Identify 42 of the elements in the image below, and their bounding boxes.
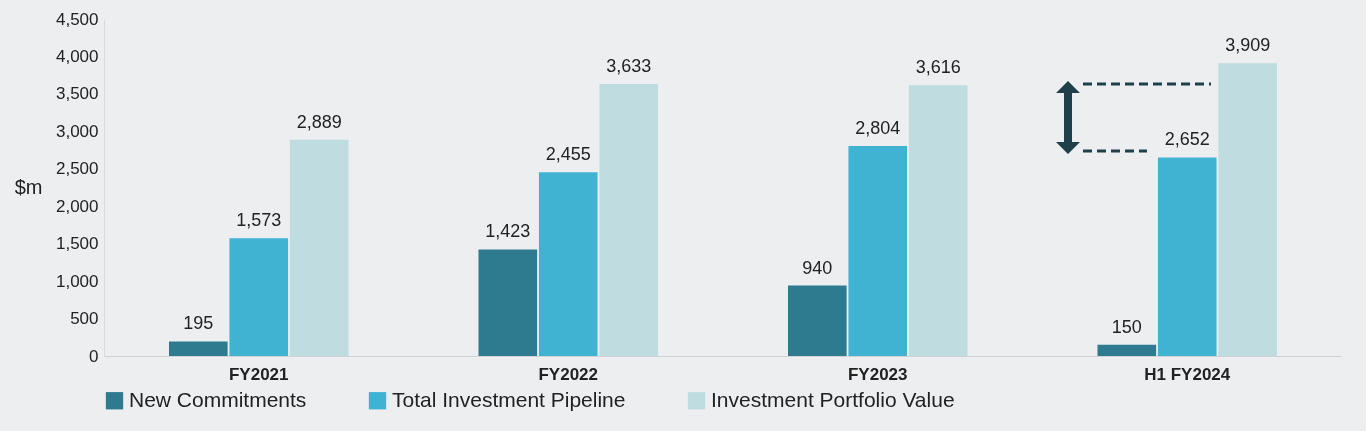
data-label: 1,573 <box>236 210 282 231</box>
bar <box>169 341 228 356</box>
y-tick-label: 1,000 <box>55 271 99 291</box>
data-label: 150 <box>1111 316 1142 337</box>
x-tick-label: FY2023 <box>847 364 908 384</box>
data-label: 2,652 <box>1164 129 1210 150</box>
bar <box>599 83 659 356</box>
bar <box>1157 157 1217 356</box>
legend-label: Total Investment Pipeline <box>392 387 626 411</box>
y-tick-label: 2,000 <box>55 196 99 216</box>
bar <box>289 139 349 356</box>
bar <box>908 85 968 356</box>
bar <box>1218 63 1277 356</box>
data-label: 3,909 <box>1225 35 1271 56</box>
data-label: 1,423 <box>485 221 531 242</box>
data-label: 195 <box>183 313 214 334</box>
y-tick-label: 3,500 <box>55 84 99 104</box>
y-tick-label: 3,000 <box>55 121 99 141</box>
x-tick-label: FY2021 <box>228 364 289 384</box>
data-label: 940 <box>802 257 833 278</box>
y-tick-label: 2,500 <box>55 159 99 179</box>
y-tick-label: 0 <box>89 346 99 366</box>
data-label: 3,616 <box>915 57 961 78</box>
bar <box>229 238 289 356</box>
bar <box>538 172 598 356</box>
x-tick-label: FY2022 <box>538 364 599 384</box>
legend-label: New Commitments <box>129 387 307 411</box>
y-tick-label: 4,000 <box>55 46 99 66</box>
data-label: 2,455 <box>545 144 591 165</box>
bar <box>1097 344 1157 356</box>
y-axis-title: $m <box>14 175 43 198</box>
data-label: 3,633 <box>606 55 652 76</box>
legend-label: Investment Portfolio Value <box>711 387 955 411</box>
bar <box>478 249 538 356</box>
y-tick-label: 500 <box>70 309 99 329</box>
y-tick-label: 1,500 <box>55 234 99 254</box>
data-label: 2,889 <box>296 111 342 132</box>
x-tick-label: H1 FY2024 <box>1144 364 1231 384</box>
bar <box>788 285 847 356</box>
y-tick-label: 4,500 <box>55 9 99 29</box>
data-label: 2,804 <box>855 118 901 139</box>
bar <box>848 146 908 356</box>
